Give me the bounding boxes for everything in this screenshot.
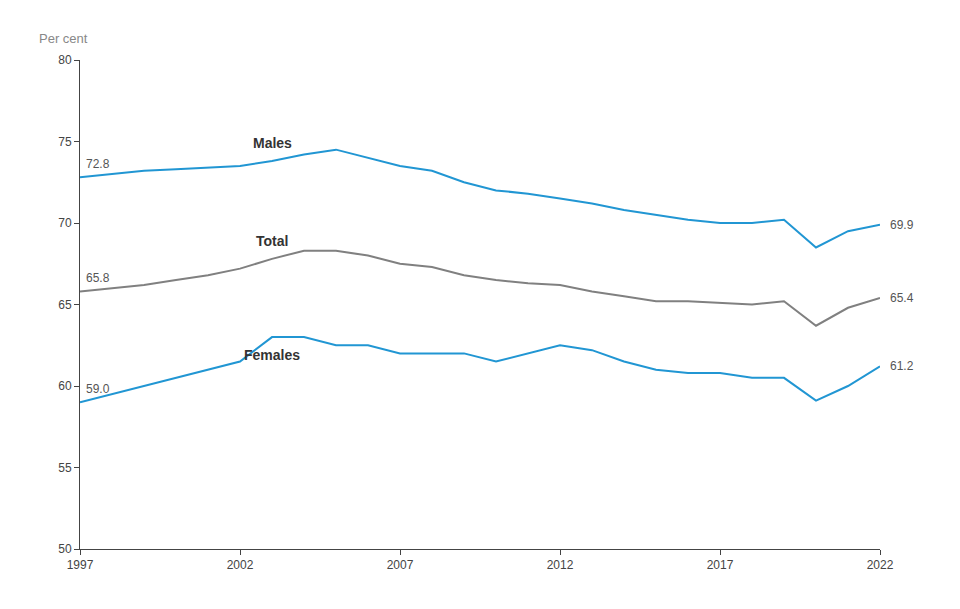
svg-text:70: 70 <box>58 216 72 230</box>
svg-text:59.0: 59.0 <box>86 382 110 396</box>
svg-text:Males: Males <box>253 135 292 151</box>
svg-text:2002: 2002 <box>227 558 254 572</box>
svg-text:69.9: 69.9 <box>890 218 914 232</box>
svg-text:65.8: 65.8 <box>86 271 110 285</box>
svg-text:65.4: 65.4 <box>890 291 914 305</box>
svg-text:50: 50 <box>58 542 72 556</box>
svg-text:80: 80 <box>58 53 72 67</box>
svg-text:72.8: 72.8 <box>86 157 110 171</box>
svg-text:2022: 2022 <box>867 558 894 572</box>
svg-text:Total: Total <box>256 233 288 249</box>
svg-text:Per cent: Per cent <box>39 31 88 46</box>
svg-text:61.2: 61.2 <box>890 359 914 373</box>
svg-text:75: 75 <box>58 135 72 149</box>
svg-text:65: 65 <box>58 298 72 312</box>
svg-text:55: 55 <box>58 461 72 475</box>
svg-text:2017: 2017 <box>707 558 734 572</box>
svg-text:2012: 2012 <box>547 558 574 572</box>
svg-text:1997: 1997 <box>67 558 94 572</box>
svg-text:60: 60 <box>58 379 72 393</box>
svg-text:Females: Females <box>244 347 300 363</box>
svg-text:2007: 2007 <box>387 558 414 572</box>
